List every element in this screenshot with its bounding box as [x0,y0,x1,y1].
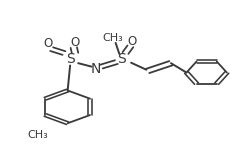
Text: CH₃: CH₃ [28,130,48,140]
Text: O: O [70,36,80,49]
Text: O: O [127,35,136,48]
Text: S: S [66,52,75,66]
Text: O: O [43,37,53,50]
Text: CH₃: CH₃ [103,33,123,43]
Text: N: N [91,62,101,76]
Text: S: S [117,52,126,66]
